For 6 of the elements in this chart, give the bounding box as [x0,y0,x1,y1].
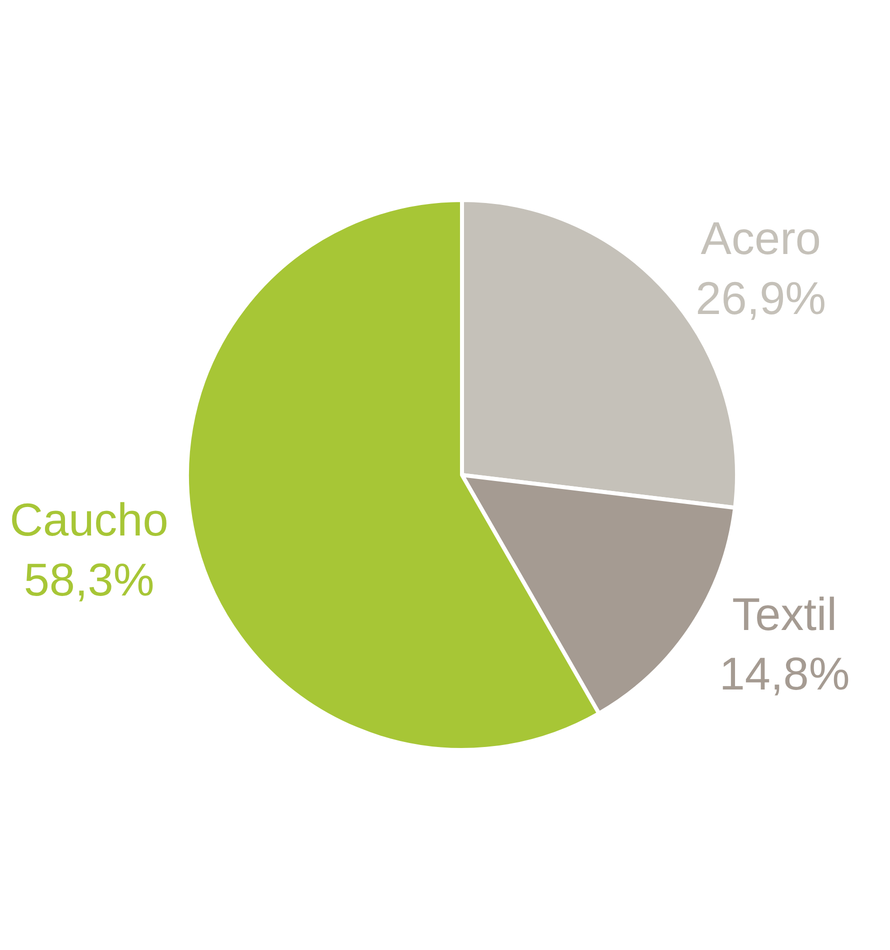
slice-label: Textil [732,588,837,640]
data-label: 14,8% [719,648,850,700]
data-label: 26,9% [696,272,826,324]
slice-label: Caucho [10,494,168,546]
data-label: 58,3% [24,554,154,606]
slice-label: Acero [700,212,821,264]
